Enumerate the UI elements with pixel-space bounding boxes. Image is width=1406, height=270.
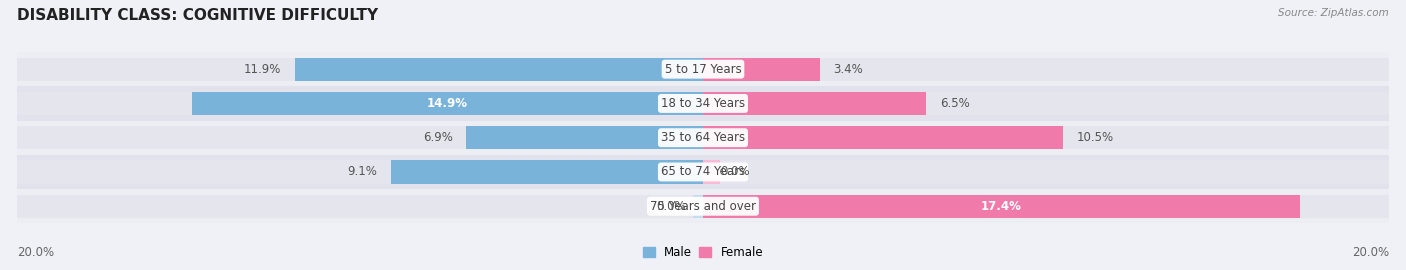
Bar — [703, 126, 1389, 149]
Text: 14.9%: 14.9% — [427, 97, 468, 110]
Bar — [703, 126, 1063, 149]
Bar — [17, 160, 703, 184]
Bar — [17, 126, 703, 149]
Bar — [703, 92, 927, 115]
Bar — [17, 52, 1389, 86]
Bar — [17, 195, 703, 218]
Bar — [703, 160, 1389, 184]
Bar — [17, 86, 1389, 121]
Text: 35 to 64 Years: 35 to 64 Years — [661, 131, 745, 144]
Text: 18 to 34 Years: 18 to 34 Years — [661, 97, 745, 110]
Bar — [703, 195, 1301, 218]
Text: DISABILITY CLASS: COGNITIVE DIFFICULTY: DISABILITY CLASS: COGNITIVE DIFFICULTY — [17, 8, 378, 23]
Text: Source: ZipAtlas.com: Source: ZipAtlas.com — [1278, 8, 1389, 18]
Text: 6.9%: 6.9% — [423, 131, 453, 144]
Text: 3.4%: 3.4% — [834, 63, 863, 76]
Text: 20.0%: 20.0% — [1353, 246, 1389, 259]
Text: 6.5%: 6.5% — [939, 97, 970, 110]
Bar — [467, 126, 703, 149]
Bar — [17, 155, 1389, 189]
Bar — [693, 195, 703, 218]
Bar — [703, 92, 1389, 115]
Text: 9.1%: 9.1% — [347, 166, 377, 178]
Bar — [703, 160, 720, 184]
Text: 10.5%: 10.5% — [1077, 131, 1114, 144]
Legend: Male, Female: Male, Female — [638, 242, 768, 264]
Text: 17.4%: 17.4% — [981, 200, 1022, 213]
Bar — [703, 195, 1389, 218]
Bar — [17, 58, 703, 81]
Bar — [17, 92, 703, 115]
Text: 11.9%: 11.9% — [243, 63, 281, 76]
Text: 20.0%: 20.0% — [17, 246, 53, 259]
Bar — [191, 92, 703, 115]
Bar — [295, 58, 703, 81]
Bar — [17, 189, 1389, 223]
Bar — [703, 58, 820, 81]
Text: 75 Years and over: 75 Years and over — [650, 200, 756, 213]
Bar — [17, 121, 1389, 155]
Text: 0.0%: 0.0% — [720, 166, 749, 178]
Text: 65 to 74 Years: 65 to 74 Years — [661, 166, 745, 178]
Text: 5 to 17 Years: 5 to 17 Years — [665, 63, 741, 76]
Bar — [703, 58, 1389, 81]
Text: 0.0%: 0.0% — [657, 200, 686, 213]
Bar — [391, 160, 703, 184]
